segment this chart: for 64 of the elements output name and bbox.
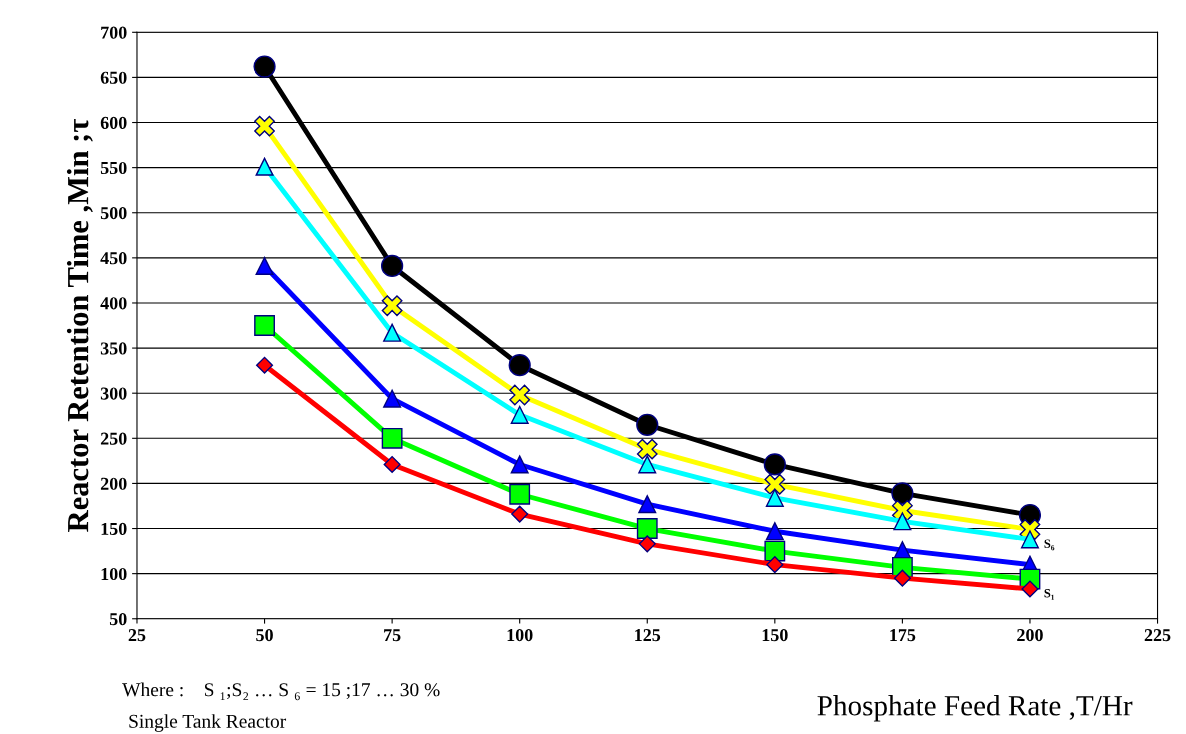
y-tick-label: 250 xyxy=(100,432,127,445)
point xyxy=(254,315,275,336)
y-tick-label: 600 xyxy=(100,116,127,129)
point xyxy=(636,438,658,460)
y-tick-label: 200 xyxy=(100,477,127,490)
y-tick-label: 100 xyxy=(101,567,127,581)
x-tick-label: 50 xyxy=(256,629,273,642)
x-tick-label: 100 xyxy=(507,629,533,642)
y-tick-label: 150 xyxy=(101,522,127,535)
point xyxy=(765,488,784,507)
y-tick-label: 650 xyxy=(100,71,127,84)
point xyxy=(766,556,784,574)
y-axis-title: Reactor Retention Time ,Min ;τ xyxy=(66,118,93,532)
y-tick-label: 300 xyxy=(100,387,127,400)
x-tick-label: 75 xyxy=(384,629,401,642)
y-tick-label: 550 xyxy=(100,161,127,175)
y-tick-label: 50 xyxy=(109,613,127,626)
point xyxy=(1020,530,1039,549)
point xyxy=(508,354,531,377)
point xyxy=(255,157,274,176)
point xyxy=(764,473,786,495)
point xyxy=(893,569,911,587)
point xyxy=(509,384,531,406)
point xyxy=(510,405,529,424)
point xyxy=(381,254,404,278)
point xyxy=(509,483,531,505)
point xyxy=(638,535,656,553)
point xyxy=(511,505,529,523)
point xyxy=(510,455,529,474)
point xyxy=(383,455,401,474)
x-axis-title: Phosphate Feed Rate ,T/Hr xyxy=(817,695,1133,722)
point xyxy=(383,323,402,342)
x-tick-label: 25 xyxy=(128,629,146,642)
point xyxy=(255,256,274,276)
point xyxy=(254,115,275,137)
point xyxy=(636,413,659,436)
text: Where : S ₁;S₂ … S ₆ = 15 ;17 … 30 % xyxy=(122,682,440,701)
point xyxy=(765,522,784,541)
y-tick-label: 400 xyxy=(100,297,127,310)
annotation: S₁ xyxy=(1044,589,1055,600)
x-tick-label: 150 xyxy=(762,629,788,642)
point xyxy=(893,512,912,531)
y-tick-label: 700 xyxy=(101,26,127,39)
y-tick-label: 500 xyxy=(100,207,127,220)
text: Single Tank Reactor xyxy=(129,714,287,732)
point xyxy=(638,455,657,474)
point xyxy=(764,540,786,562)
point xyxy=(383,389,402,408)
point xyxy=(1021,580,1039,598)
point xyxy=(253,55,276,78)
y-tick-label: 350 xyxy=(100,342,127,355)
x-tick-label: 175 xyxy=(890,629,916,642)
x-tick-label: 225 xyxy=(1144,629,1171,642)
point xyxy=(763,453,786,476)
y-tick-label: 450 xyxy=(100,252,127,265)
x-tick-label: 125 xyxy=(635,629,661,642)
x-tick-label: 200 xyxy=(1017,629,1043,642)
point xyxy=(381,295,403,317)
point xyxy=(256,356,274,374)
point xyxy=(381,427,403,449)
point xyxy=(891,482,914,505)
point xyxy=(636,518,658,539)
annotation: S₆ xyxy=(1044,539,1055,551)
point xyxy=(638,495,657,514)
